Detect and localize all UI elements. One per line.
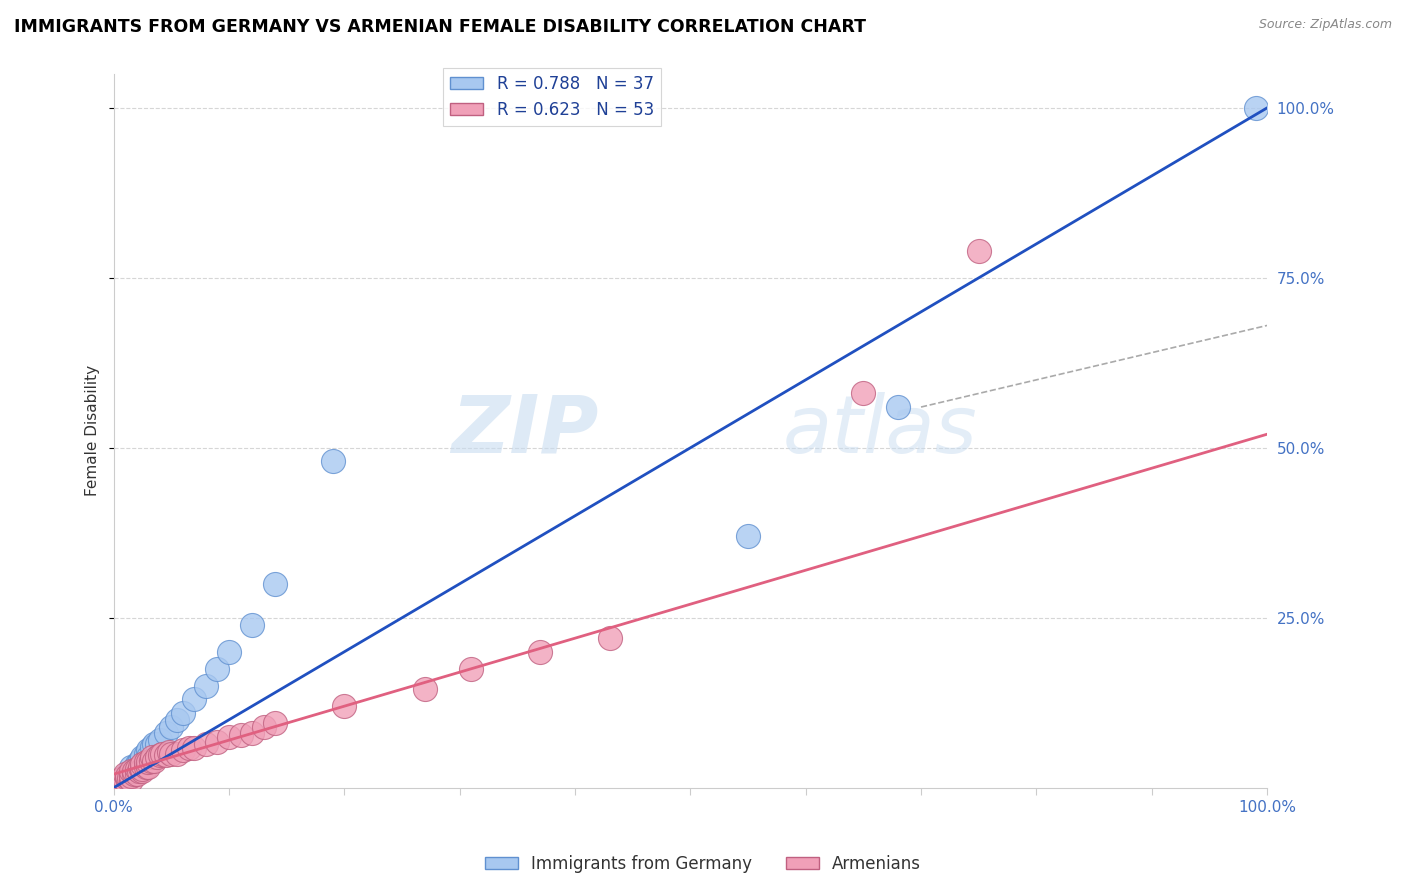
Point [120, 764, 142, 778]
Point [183, 741, 205, 756]
Legend: Immigrants from Germany, Armenians: Immigrants from Germany, Armenians [478, 848, 928, 880]
Point [172, 743, 194, 757]
Point [129, 754, 152, 768]
Point [108, 774, 131, 789]
Point [129, 760, 152, 774]
Point [131, 756, 153, 771]
Point [207, 734, 229, 748]
Point [125, 760, 148, 774]
Point [177, 741, 200, 756]
Point [166, 747, 188, 761]
Point [155, 726, 177, 740]
Point [149, 748, 172, 763]
Point [131, 750, 153, 764]
Point [128, 755, 150, 769]
Point [322, 454, 344, 468]
Point [136, 743, 159, 757]
Point [124, 764, 146, 778]
Point [135, 760, 157, 774]
Point [183, 692, 205, 706]
Point [599, 631, 621, 645]
Point [124, 767, 146, 781]
Point [125, 762, 148, 776]
Point [128, 764, 150, 778]
Point [141, 739, 163, 754]
Point [207, 662, 229, 676]
Point [131, 762, 153, 776]
Point [218, 645, 240, 659]
Point [108, 772, 131, 787]
Point [155, 748, 177, 763]
Text: atlas: atlas [783, 392, 977, 470]
Point [218, 730, 240, 744]
Point [111, 772, 134, 787]
Point [146, 750, 169, 764]
Point [240, 726, 263, 740]
Point [143, 754, 166, 768]
Point [111, 774, 134, 789]
Point [114, 772, 136, 786]
Point [166, 713, 188, 727]
Point [125, 756, 148, 771]
Point [114, 767, 136, 781]
Text: IMMIGRANTS FROM GERMANY VS ARMENIAN FEMALE DISABILITY CORRELATION CHART: IMMIGRANTS FROM GERMANY VS ARMENIAN FEMA… [14, 18, 866, 36]
Point [460, 662, 482, 676]
Point [737, 529, 759, 543]
Point [117, 771, 139, 785]
Point [114, 772, 136, 787]
Point [117, 767, 139, 781]
Point [413, 682, 436, 697]
Point [131, 764, 153, 778]
Point [252, 720, 274, 734]
Point [135, 755, 157, 769]
Point [1244, 101, 1267, 115]
Point [124, 762, 146, 776]
Point [157, 746, 180, 760]
Point [150, 747, 173, 761]
Point [194, 737, 217, 751]
Point [105, 774, 128, 789]
Text: Source: ZipAtlas.com: Source: ZipAtlas.com [1258, 18, 1392, 31]
Point [887, 400, 910, 414]
Point [333, 699, 356, 714]
Point [264, 716, 287, 731]
Point [114, 768, 136, 782]
Point [136, 750, 159, 764]
Point [172, 706, 194, 720]
Point [139, 754, 162, 768]
Point [125, 767, 148, 781]
Point [967, 244, 990, 258]
Point [136, 755, 159, 769]
Point [529, 645, 551, 659]
Point [141, 750, 163, 764]
Point [120, 768, 142, 782]
Point [135, 747, 157, 761]
Point [120, 768, 142, 782]
Legend: R = 0.788   N = 37, R = 0.623   N = 53: R = 0.788 N = 37, R = 0.623 N = 53 [443, 68, 661, 126]
Point [117, 771, 139, 785]
Point [120, 772, 142, 787]
Point [264, 576, 287, 591]
Point [136, 760, 159, 774]
Point [149, 733, 172, 747]
Point [114, 775, 136, 789]
Point [160, 720, 183, 734]
Point [120, 760, 142, 774]
Text: ZIP: ZIP [451, 392, 598, 470]
Point [143, 737, 166, 751]
Y-axis label: Female Disability: Female Disability [86, 366, 100, 497]
Point [194, 679, 217, 693]
Point [111, 771, 134, 785]
Point [229, 728, 252, 742]
Point [117, 768, 139, 782]
Point [120, 764, 142, 778]
Point [131, 756, 153, 771]
Point [852, 386, 875, 401]
Point [240, 617, 263, 632]
Point [146, 737, 169, 751]
Point [117, 771, 139, 785]
Point [160, 747, 183, 761]
